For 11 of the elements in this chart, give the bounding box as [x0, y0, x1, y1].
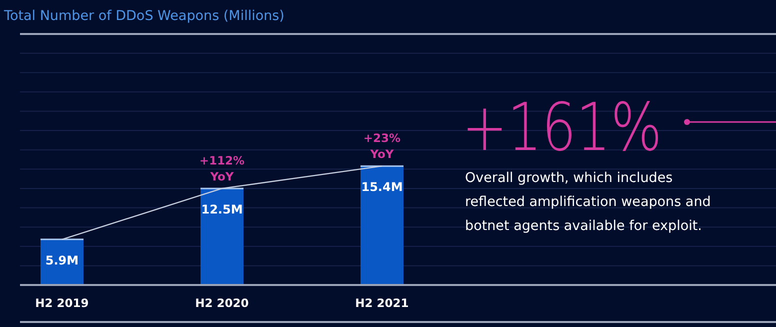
annotation: +23% YoY [363, 131, 402, 162]
x-tick-label: H2 2019 [35, 296, 89, 310]
data-label: 5.9M [45, 253, 79, 268]
text: Overall growth, which includes reflected amplification weapons and botnet agents available for exploit. [465, 170, 711, 234]
x-tick-label: H2 2021 [355, 296, 409, 310]
data-label: 15.4M [361, 180, 403, 194]
chart-title: Total Number of DDoS Weapons (Millions) [3, 8, 284, 24]
x-tick-label: H2 2020 [195, 296, 249, 310]
annotation: +112% YoY [199, 153, 246, 184]
annotation: +161% [462, 89, 706, 166]
data-label: 12.5M [201, 202, 243, 216]
